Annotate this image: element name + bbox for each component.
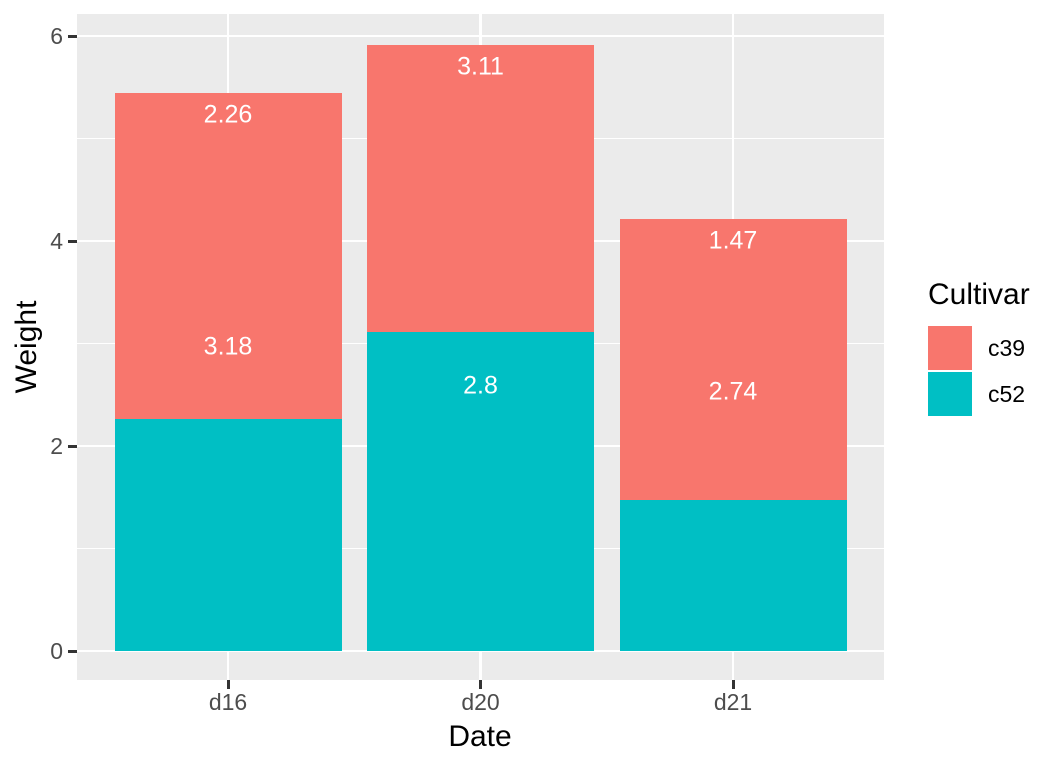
y-tick: [68, 34, 77, 38]
legend-entry-c52: c52: [928, 372, 1030, 416]
bar-value-label: 3.11: [457, 52, 504, 81]
x-tick: [479, 680, 482, 689]
bar-segment-c52-d21: [619, 500, 847, 651]
y-tick: [68, 444, 77, 448]
x-tick-label: d20: [461, 689, 500, 715]
legend-title: Cultivar: [928, 278, 1030, 311]
y-tick-label: 2: [50, 433, 63, 459]
legend-entries: c39 c52: [928, 326, 1030, 416]
legend-label: c39: [988, 334, 1026, 361]
y-tick-label: 0: [50, 638, 63, 664]
legend: Cultivar c39 c52: [928, 278, 1030, 418]
legend-entry-c39: c39: [928, 326, 1030, 370]
legend-key-swatch: [928, 372, 972, 416]
bar-value-label: 3.18: [203, 332, 253, 361]
x-tick: [226, 680, 230, 689]
y-tick-label: 4: [50, 228, 63, 254]
bar-segment-c52-d20: [367, 332, 594, 651]
bar-value-label: 2.26: [203, 100, 253, 129]
bar-segment-c39-d21: [619, 219, 847, 501]
bar-segment-c39-d20: [367, 45, 594, 333]
y-tick: [68, 239, 77, 243]
bar-value-label: 2.74: [708, 377, 758, 406]
bar-value-label: 1.47: [708, 226, 758, 255]
y-tick-label: 6: [50, 23, 63, 49]
x-tick-label: d21: [713, 689, 753, 715]
y-tick: [68, 649, 77, 653]
y-axis-title: Weight: [10, 300, 43, 394]
x-axis-title: Date: [448, 720, 512, 753]
bar-segment-c39-d16: [114, 93, 342, 420]
x-tick: [731, 680, 735, 689]
legend-key-swatch: [928, 326, 972, 370]
bar-segment-c52-d16: [114, 419, 342, 651]
x-tick-label: d16: [208, 689, 248, 715]
legend-label: c52: [988, 380, 1026, 407]
bar-value-label: 2.8: [463, 371, 498, 400]
